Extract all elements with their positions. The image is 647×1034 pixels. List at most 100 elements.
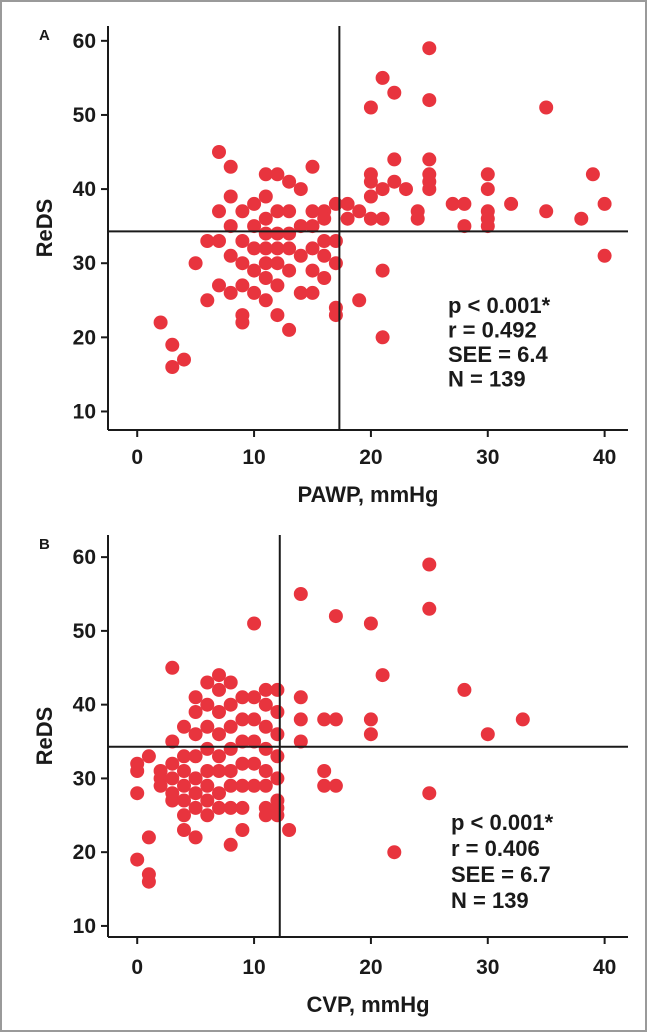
data-point bbox=[130, 786, 145, 801]
data-point bbox=[223, 778, 238, 793]
stats-annotation: r = 0.406 bbox=[451, 836, 540, 861]
data-point bbox=[235, 823, 250, 837]
x-tick-label: 20 bbox=[359, 446, 382, 469]
data-point bbox=[258, 211, 273, 226]
data-point bbox=[282, 174, 297, 189]
x-tick-label: 40 bbox=[593, 956, 616, 979]
y-tick-label: 10 bbox=[73, 915, 96, 938]
data-point bbox=[293, 248, 308, 263]
data-point bbox=[188, 256, 203, 271]
data-point bbox=[188, 727, 203, 742]
data-point bbox=[270, 167, 285, 182]
data-point bbox=[328, 308, 343, 323]
data-point bbox=[387, 845, 402, 860]
data-point bbox=[235, 756, 250, 771]
data-point bbox=[457, 682, 472, 697]
data-point bbox=[200, 234, 215, 248]
data-point bbox=[200, 697, 215, 712]
x-tick-label: 0 bbox=[131, 446, 143, 469]
data-point bbox=[212, 800, 226, 815]
data-point bbox=[165, 360, 180, 374]
stats-annotation: p < 0.001* bbox=[451, 810, 554, 835]
data-point bbox=[317, 211, 332, 226]
stats-annotation: N = 139 bbox=[451, 888, 529, 913]
data-point bbox=[247, 690, 262, 705]
data-point bbox=[375, 70, 390, 85]
data-point bbox=[422, 786, 437, 801]
y-tick-label: 50 bbox=[73, 104, 96, 127]
data-point bbox=[328, 609, 343, 624]
data-point bbox=[539, 204, 554, 219]
data-point bbox=[270, 771, 285, 786]
data-point bbox=[457, 219, 472, 234]
data-point bbox=[270, 256, 285, 271]
data-point bbox=[223, 248, 238, 263]
data-point bbox=[480, 727, 495, 742]
data-point bbox=[328, 256, 343, 271]
data-point bbox=[422, 601, 437, 616]
data-point bbox=[317, 712, 332, 727]
data-point bbox=[363, 174, 378, 189]
data-point bbox=[247, 285, 262, 300]
data-point bbox=[130, 764, 145, 778]
data-point bbox=[177, 808, 191, 823]
data-point bbox=[223, 837, 238, 852]
data-point bbox=[328, 234, 343, 248]
data-point bbox=[212, 749, 226, 764]
data-point bbox=[352, 293, 367, 308]
data-point bbox=[247, 263, 262, 278]
data-point bbox=[585, 167, 600, 182]
data-point bbox=[375, 330, 390, 345]
data-point bbox=[141, 749, 156, 764]
data-point bbox=[247, 712, 262, 727]
data-point bbox=[597, 196, 612, 211]
y-axis-label: ReDS bbox=[32, 707, 57, 766]
data-point bbox=[200, 778, 215, 793]
x-tick-label: 10 bbox=[242, 446, 265, 469]
panel-b: B 0 10 20 30 40 10 20 30 40 50 60 CVP, mmHg ReDS p < 0… bbox=[32, 535, 628, 1017]
data-point bbox=[387, 152, 402, 167]
data-point bbox=[188, 786, 203, 801]
data-point bbox=[258, 256, 273, 271]
data-point bbox=[457, 196, 472, 211]
data-point bbox=[270, 241, 285, 256]
data-point bbox=[212, 682, 226, 697]
data-point bbox=[375, 182, 390, 197]
data-point bbox=[258, 697, 273, 712]
data-point bbox=[258, 719, 273, 734]
data-point bbox=[270, 705, 285, 719]
data-point bbox=[258, 241, 273, 256]
panel-label: A bbox=[39, 27, 50, 44]
data-point bbox=[212, 234, 226, 248]
data-point bbox=[352, 204, 367, 219]
data-point bbox=[247, 734, 262, 749]
x-tick-label: 30 bbox=[476, 446, 499, 469]
data-point bbox=[235, 778, 250, 793]
data-point bbox=[317, 271, 332, 285]
data-point bbox=[305, 263, 320, 278]
data-point bbox=[282, 823, 297, 837]
data-point bbox=[223, 189, 238, 204]
y-tick-label: 20 bbox=[73, 326, 96, 349]
data-point bbox=[317, 248, 332, 263]
data-point bbox=[480, 219, 495, 234]
data-point bbox=[305, 219, 320, 234]
data-point bbox=[293, 712, 308, 727]
data-point bbox=[141, 830, 156, 845]
data-point bbox=[200, 764, 215, 778]
data-point bbox=[387, 85, 402, 100]
data-point bbox=[282, 226, 297, 241]
data-point bbox=[188, 830, 203, 845]
data-point bbox=[282, 204, 297, 219]
data-point bbox=[165, 660, 180, 675]
data-point bbox=[200, 741, 215, 756]
data-point bbox=[223, 741, 238, 756]
y-tick-label: 60 bbox=[73, 546, 96, 569]
data-point bbox=[270, 727, 285, 742]
data-point bbox=[223, 800, 238, 815]
data-point bbox=[165, 771, 180, 786]
stats-annotation: SEE = 6.7 bbox=[451, 862, 551, 887]
data-point bbox=[399, 182, 413, 197]
data-point bbox=[188, 800, 203, 815]
